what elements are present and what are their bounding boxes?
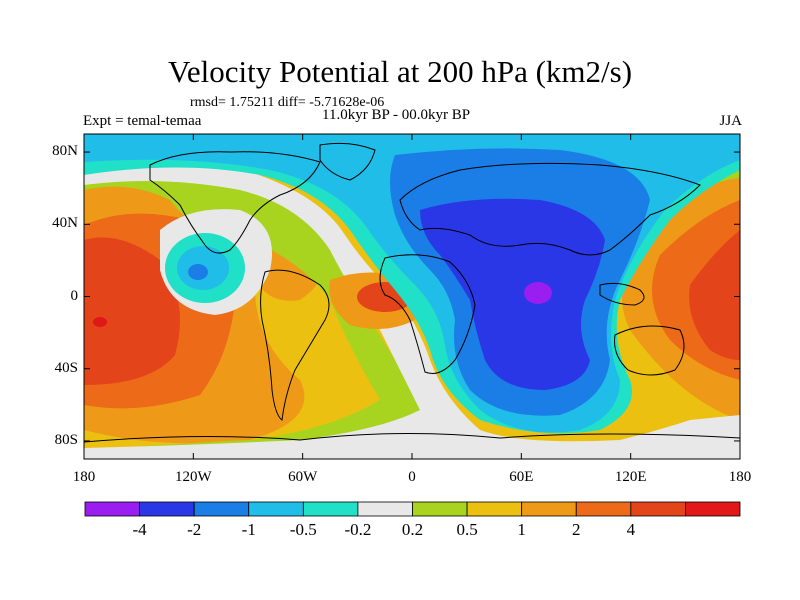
period-label: 11.0kyr BP - 00.0kyr BP xyxy=(322,107,471,123)
colorbar-label: -4 xyxy=(132,520,147,539)
y-tick-label: 40N xyxy=(52,215,78,232)
coastline-africa xyxy=(379,254,476,374)
x-tick-label: 60E xyxy=(509,469,534,485)
colorbar-swatch xyxy=(685,501,741,517)
colorbar-label: -2 xyxy=(187,520,202,539)
coastline-indonesia xyxy=(599,282,645,306)
contour-max-east-pacific xyxy=(93,317,107,327)
colorbar-label: -1 xyxy=(241,520,256,539)
colorbar-label: 1 xyxy=(517,520,526,539)
colorbar-swatch xyxy=(575,501,632,517)
coastlines xyxy=(84,142,740,443)
colorbar-swatch xyxy=(84,501,140,517)
colorbar-swatch xyxy=(193,501,250,517)
colorbar-swatch xyxy=(521,501,577,517)
filled-contours xyxy=(84,134,740,459)
colorbar-label: 4 xyxy=(626,520,636,539)
x-tick-label: 60W xyxy=(288,469,318,485)
y-tick-label: 80S xyxy=(54,431,78,448)
colorbar-swatch xyxy=(357,501,413,517)
colorbar-label: 2 xyxy=(572,520,581,539)
y-tick-label: 80N xyxy=(52,143,78,160)
y-tick-label: 0 xyxy=(70,287,79,304)
chart-title: Velocity Potential at 200 hPa (km2/s) xyxy=(167,54,633,89)
coastline-australia xyxy=(614,325,685,376)
coastline-south-america xyxy=(260,269,330,421)
colorbar-swatch xyxy=(412,501,468,517)
contour-pacific-west-redorange xyxy=(689,230,740,360)
colorbar-swatch xyxy=(630,501,686,517)
colorbar-label: -0.5 xyxy=(289,520,317,539)
contour-east-pacific-blue xyxy=(188,264,208,280)
colorbar xyxy=(84,501,741,517)
x-tick-label: 180 xyxy=(728,469,752,485)
contour-neutral-band xyxy=(84,160,740,459)
y-tick-label: 40S xyxy=(54,359,78,376)
experiment-label: Expt = temal-temaa xyxy=(83,113,202,129)
colorbar-label: -0.2 xyxy=(344,520,372,539)
colorbar-swatch xyxy=(302,501,359,517)
x-tick-label: 0 xyxy=(408,469,416,485)
season-label: JJA xyxy=(719,113,742,129)
colorbar-swatch xyxy=(466,501,523,517)
coastline-eurasia xyxy=(399,162,701,256)
coastline-antarctica xyxy=(84,432,740,443)
contour-min-indian-ocean xyxy=(524,282,552,304)
stats-line: rmsd= 1.75211 diff= -5.71628e-06 xyxy=(190,95,385,110)
axis-ticks xyxy=(83,134,741,459)
colorbar-label: 0.5 xyxy=(456,520,478,539)
coastline-greenland xyxy=(319,142,376,181)
contour-pacific-east-redorange xyxy=(84,237,180,385)
coastline-north-america xyxy=(149,151,321,254)
x-tick-label: 120E xyxy=(614,469,647,485)
x-tick-label: 120W xyxy=(174,469,212,485)
colorbar-swatch xyxy=(139,501,195,517)
colorbar-swatch xyxy=(248,501,304,517)
colorbar-label: 0.2 xyxy=(401,520,424,539)
x-tick-label: 180 xyxy=(72,469,96,485)
